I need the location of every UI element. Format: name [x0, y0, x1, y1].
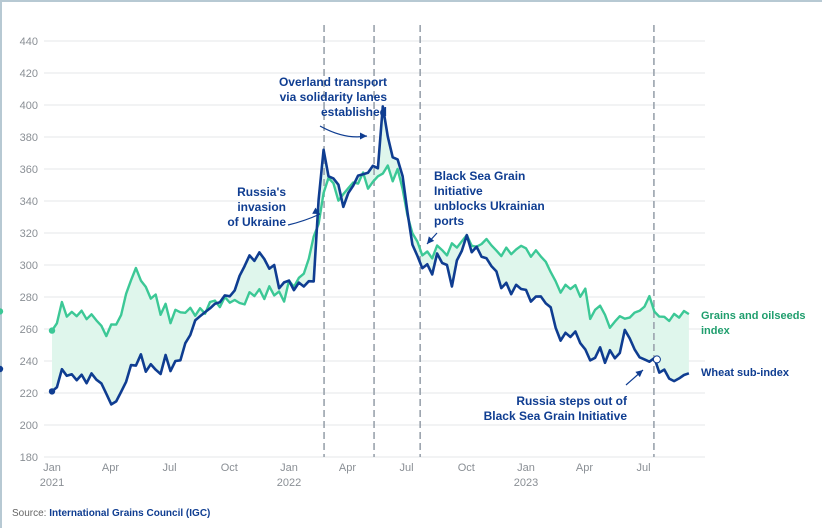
legend-wheat: Wheat sub-index [701, 367, 790, 379]
y-tick-label: 440 [20, 36, 38, 48]
arrowhead-icon [312, 207, 320, 214]
annotation-arrow [319, 125, 368, 138]
event-marker [652, 355, 661, 364]
y-tick-label: 300 [20, 260, 38, 272]
y-tick-label: 360 [20, 164, 38, 176]
x-tick-year: 2022 [277, 477, 301, 489]
x-axis-ticks: Jan 2021 Apr Jul Oct Jan 2022 Apr Jul Oct Jan 2023 A… [40, 462, 651, 489]
source-prefix: Source: [12, 508, 50, 519]
x-tick-year: 2023 [514, 477, 538, 489]
wheat-line [51, 105, 690, 406]
x-tick-label: Jul [399, 462, 413, 474]
annotation-bsgi: Black Sea Grain [434, 169, 525, 183]
source-name[interactable]: International Grains Council (IGC) [49, 508, 211, 519]
arrowhead-icon [635, 370, 643, 378]
y-tick-label: 220 [20, 388, 38, 400]
event-lines [323, 25, 655, 457]
x-tick-label: Oct [221, 462, 238, 474]
x-tick-year: 2021 [40, 477, 64, 489]
x-tick-label: Jul [162, 462, 176, 474]
y-tick-label: 200 [20, 420, 38, 432]
x-tick-label: Jan [43, 462, 61, 474]
x-tick-label: Jan [517, 462, 535, 474]
end-point [0, 365, 4, 373]
annotation-solidarity: established [321, 105, 387, 119]
y-tick-label: 400 [20, 100, 38, 112]
source-note: Source: International Grains Council (IG… [12, 508, 210, 519]
end-point [0, 308, 4, 315]
legend: Grains and oilseeds index Wheat sub-index [701, 310, 806, 379]
annotation-invasion: invasion [237, 200, 286, 214]
annotation-exit: Russia steps out of [516, 394, 628, 408]
y-tick-label: 340 [20, 196, 38, 208]
annotation-bsgi: Initiative [434, 184, 483, 198]
start-point [48, 327, 56, 334]
annotation-bsgi: ports [434, 214, 464, 228]
y-axis-ticks: 180 200 220 240 260 280 300 320 340 360 380 400 420 4… [20, 36, 38, 464]
y-tick-label: 280 [20, 292, 38, 304]
x-tick-label: Oct [458, 462, 475, 474]
start-point [48, 388, 56, 395]
series-lines [0, 105, 690, 406]
x-tick-label: Jul [636, 462, 650, 474]
annotation-invasion: of Ukraine [227, 215, 286, 229]
annotation-exit: Black Sea Grain Initiative [484, 409, 628, 423]
spread-area [52, 105, 689, 406]
y-tick-label: 380 [20, 132, 38, 144]
grains-line [51, 164, 690, 338]
x-tick-label: Jan [280, 462, 298, 474]
annotation-bsgi: unblocks Ukrainian [434, 199, 545, 213]
x-tick-label: Apr [576, 462, 593, 474]
y-tick-label: 180 [20, 452, 38, 464]
arrowhead-icon [427, 236, 435, 244]
y-tick-label: 420 [20, 68, 38, 80]
arrowhead-icon [360, 132, 367, 140]
y-tick-label: 320 [20, 228, 38, 240]
legend-grains: Grains and oilseeds [701, 310, 806, 322]
annotation-solidarity: via solidarity lanes [280, 90, 388, 104]
annotation-solidarity: Overland transport [279, 75, 387, 89]
legend-grains: index [701, 325, 731, 337]
x-tick-label: Apr [339, 462, 356, 474]
annotation-invasion: Russia's [237, 185, 286, 199]
y-tick-label: 260 [20, 324, 38, 336]
x-tick-label: Apr [102, 462, 119, 474]
y-tick-label: 240 [20, 356, 38, 368]
annotation-arrow [287, 213, 321, 226]
